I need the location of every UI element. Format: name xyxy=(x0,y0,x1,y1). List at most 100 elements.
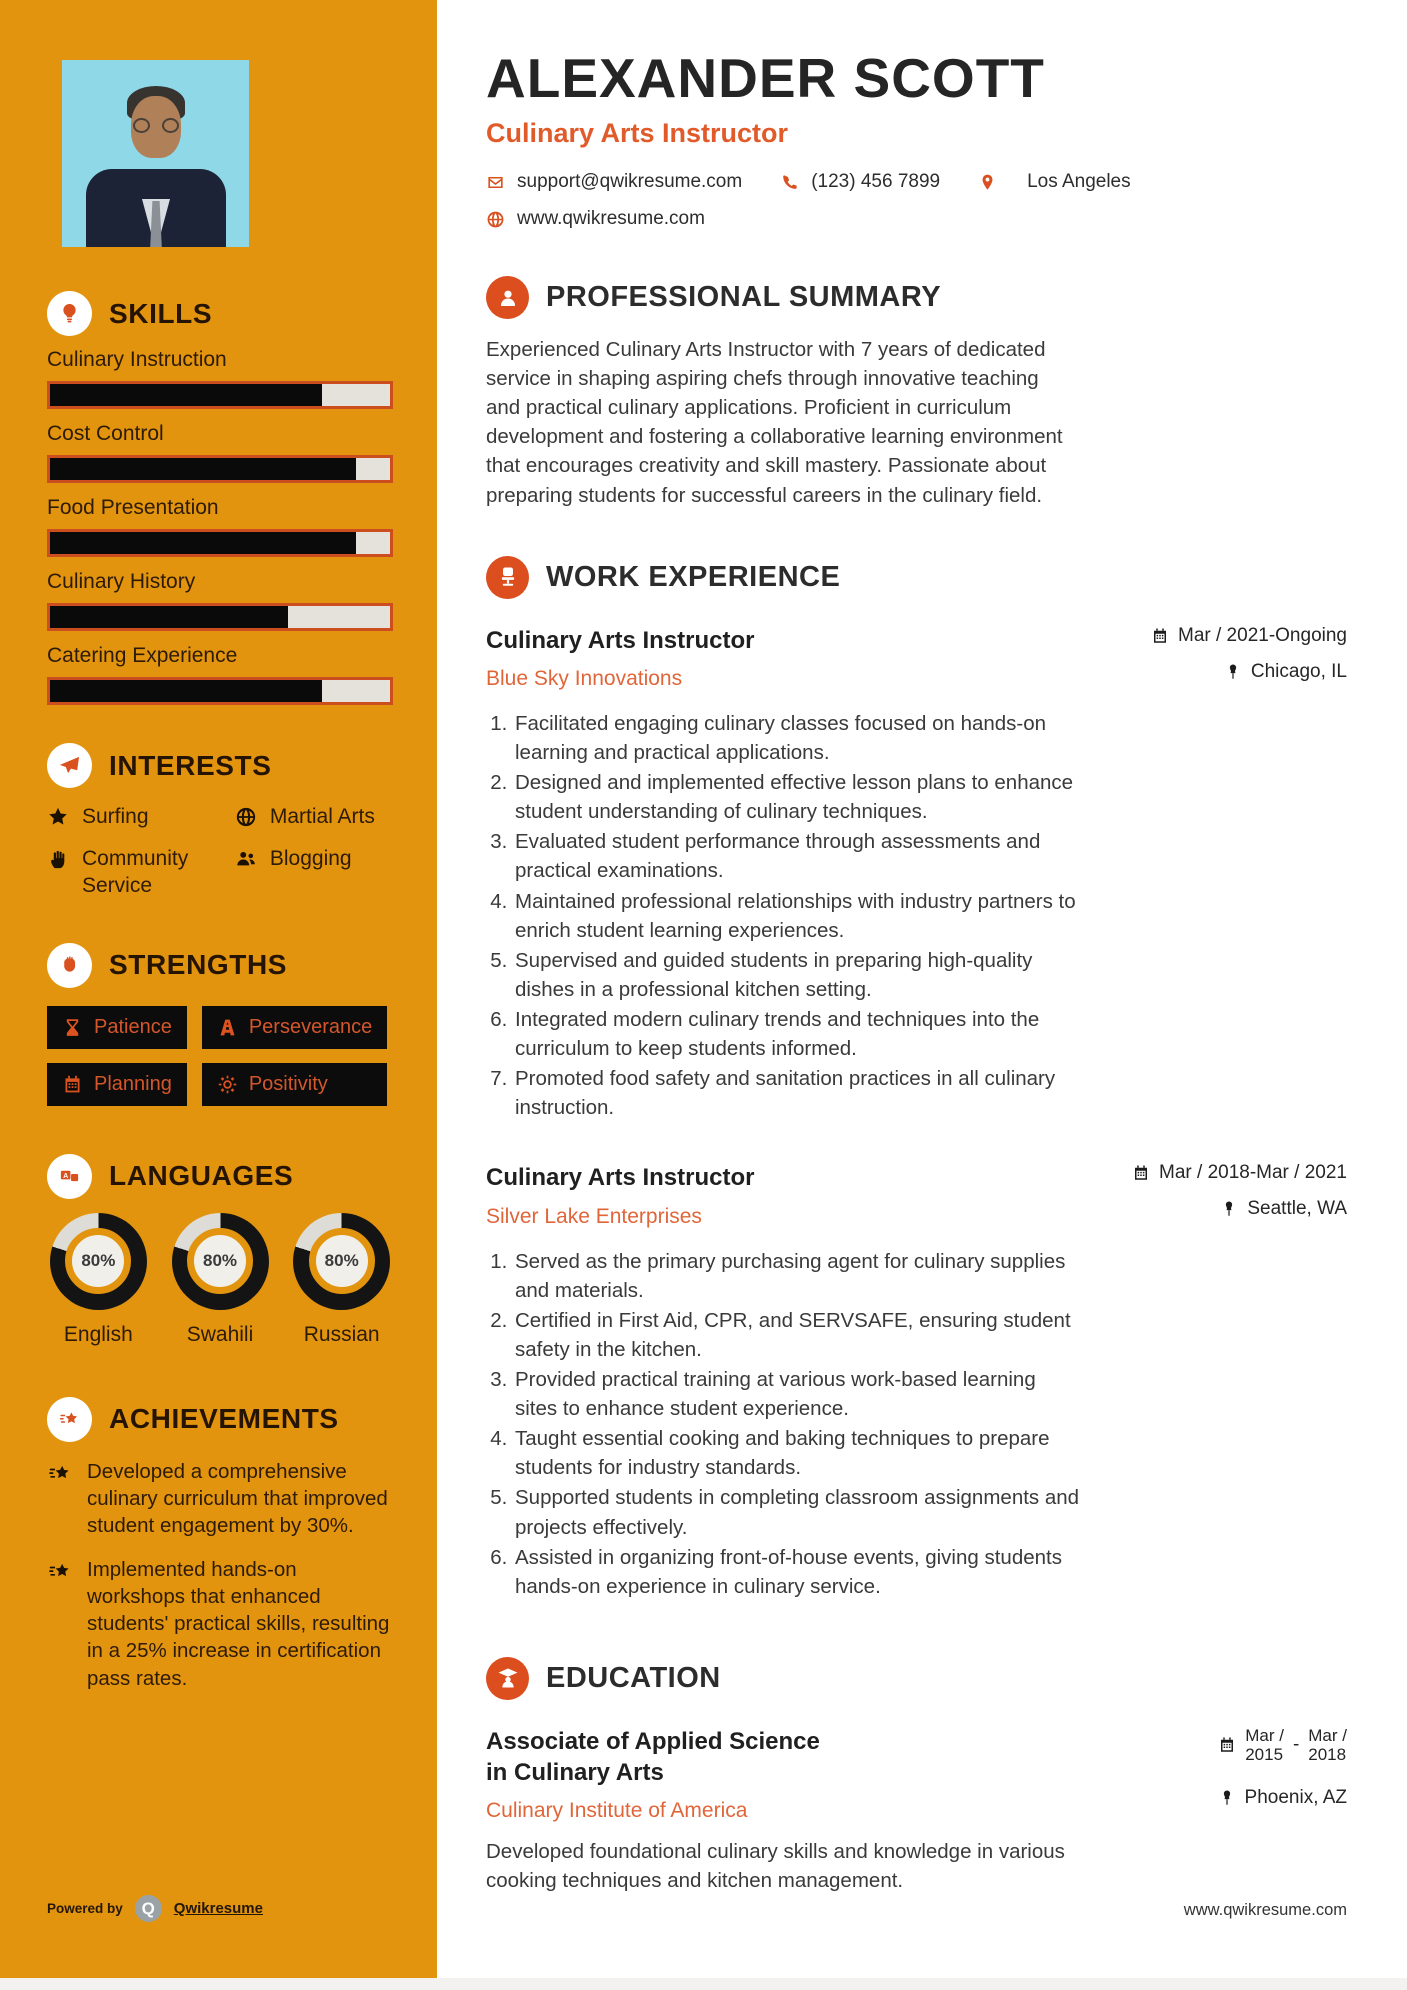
job-title: Culinary Arts Instructor xyxy=(486,626,755,654)
lightbulb-icon xyxy=(47,291,92,336)
calendar-icon xyxy=(1154,628,1166,643)
skill-bar xyxy=(47,455,393,483)
bullet: Supported students in completing classro… xyxy=(513,1483,1083,1541)
skill-bar xyxy=(47,529,393,557)
location-text: Los Angeles xyxy=(1027,171,1131,192)
star-icon xyxy=(49,807,67,825)
bullet: Integrated modern culinary trends and te… xyxy=(513,1005,1083,1063)
education-location: Phoenix, AZ xyxy=(1067,1787,1347,1809)
graduate-icon xyxy=(486,1656,529,1700)
footer-site: www.qwikresume.com xyxy=(1183,1901,1347,1919)
interest-item: Martial Arts xyxy=(235,804,393,830)
job-company: Silver Lake Enterprises xyxy=(486,1204,702,1228)
candidate-name: ALEXANDER SCOTT xyxy=(486,47,1045,109)
job-bullets: Served as the primary purchasing agent f… xyxy=(486,1247,1083,1601)
skill-bar xyxy=(47,603,393,631)
shooting-star-icon xyxy=(49,1465,69,1478)
skill-bar xyxy=(47,677,393,705)
person-icon xyxy=(486,276,529,319)
sidebar-footer: Powered by Q Qwikresume xyxy=(47,1895,263,1922)
bullet: Assisted in organizing front-of-house ev… xyxy=(513,1543,1083,1601)
summary-heading: PROFESSIONAL SUMMARY xyxy=(546,281,942,313)
skill-bar xyxy=(47,381,393,409)
bullet: Certified in First Aid, CPR, and SERVSAF… xyxy=(513,1306,1083,1364)
job-location: Chicago, IL xyxy=(1067,661,1347,683)
bullet: Promoted food safety and sanitation prac… xyxy=(513,1064,1083,1122)
svg-text:A: A xyxy=(63,1172,68,1180)
job-dates: Mar / 2018-Mar / 2021 xyxy=(1067,1162,1347,1184)
pushpin-icon xyxy=(1229,664,1237,679)
experience-section: WORK EXPERIENCE Culinary Arts Instructor… xyxy=(486,555,1347,1601)
skill-item: Culinary History xyxy=(47,570,393,631)
bullet: Served as the primary purchasing agent f… xyxy=(513,1247,1083,1305)
skill-item: Catering Experience xyxy=(47,644,393,705)
shooting-star-icon xyxy=(47,1396,92,1442)
bullet: Maintained professional relationships wi… xyxy=(513,887,1083,945)
bullet: Provided practical training at various w… xyxy=(513,1365,1083,1423)
bullet: Evaluated student performance through as… xyxy=(513,827,1083,885)
phone-icon xyxy=(780,173,799,192)
language-item: 80% Russian xyxy=(290,1212,393,1347)
education-section: EDUCATION Associate of Applied Science i… xyxy=(486,1656,1347,1896)
contact-row: support@qwikresume.com (123) 456 7899 Lo… xyxy=(486,171,1347,193)
summary-text: Experienced Culinary Arts Instructor wit… xyxy=(486,338,1063,507)
envelope-icon xyxy=(486,173,505,192)
interest-item: Blogging xyxy=(235,846,393,899)
skill-item: Cost Control xyxy=(47,422,393,483)
language-item: 80% English xyxy=(47,1212,150,1347)
education-description: Developed foundational culinary skills a… xyxy=(486,1840,1065,1893)
photo-tie xyxy=(150,201,162,247)
job-company: Blue Sky Innovations xyxy=(486,666,683,690)
hourglass-icon xyxy=(66,1018,79,1036)
interest-item: Surfing xyxy=(47,804,229,830)
main-content: ALEXANDER SCOTT Culinary Arts Instructor… xyxy=(437,0,1407,1895)
translate-icon: A xyxy=(47,1153,92,1199)
institution: Culinary Institute of America xyxy=(486,1799,748,1823)
language-donut: 80% xyxy=(293,1212,391,1310)
pushpin-icon xyxy=(1226,1201,1233,1217)
email-text[interactable]: support@qwikresume.com xyxy=(517,171,743,192)
office-chair-icon xyxy=(486,555,529,599)
calendar-icon xyxy=(1135,1165,1148,1181)
candidate-title: Culinary Arts Instructor xyxy=(486,118,789,148)
glasses-icon xyxy=(133,118,179,134)
shooting-star-icon xyxy=(49,1563,69,1576)
achievements-section: ACHIEVEMENTS Developed a comprehensive c… xyxy=(47,1396,393,1692)
interest-item: Community Service xyxy=(47,846,229,899)
pushpin-icon xyxy=(1223,1790,1230,1805)
website-text[interactable]: www.qwikresume.com xyxy=(517,208,705,229)
language-donut: 80% xyxy=(49,1212,147,1310)
strength-pill: Positivity xyxy=(201,1062,388,1106)
qwikresume-link[interactable]: Qwikresume xyxy=(173,1900,263,1917)
page-bottom-strip xyxy=(0,1978,1407,1990)
job-dates: Mar / 2021-Ongoing xyxy=(1067,625,1347,647)
education-dates: Mar / 2015 - Mar / 2018 xyxy=(1067,1726,1347,1765)
strength-pill: Patience xyxy=(47,1005,187,1049)
job-entry: Culinary Arts Instructor Silver Lake Ent… xyxy=(486,1162,1347,1601)
strength-pill: Perseverance xyxy=(201,1005,388,1049)
job-location: Seattle, WA xyxy=(1067,1198,1347,1220)
calendar-icon xyxy=(1221,1737,1234,1753)
achievement-item: Implemented hands-on workshops that enha… xyxy=(47,1556,393,1692)
fist-icon xyxy=(47,942,92,988)
map-pin-icon xyxy=(978,173,997,192)
education-heading: EDUCATION xyxy=(546,1661,721,1694)
language-item: 80% Swahili xyxy=(169,1212,272,1347)
paper-plane-icon xyxy=(47,743,92,788)
globe-icon xyxy=(236,807,256,827)
interests-section: INTERESTS Surfing Martial Arts Community… xyxy=(47,743,393,899)
degree-title: Associate of Applied Science in Culinary… xyxy=(486,1727,820,1787)
job-entry: Culinary Arts Instructor Blue Sky Innova… xyxy=(486,625,1347,1123)
calendar-icon-pill: Planning xyxy=(47,1062,187,1106)
bullet: Facilitated engaging culinary classes fo… xyxy=(513,709,1083,767)
bullet: Supervised and guided students in prepar… xyxy=(513,946,1083,1004)
skill-item: Food Presentation xyxy=(47,496,393,557)
job-bullets: Facilitated engaging culinary classes fo… xyxy=(486,709,1083,1123)
users-icon xyxy=(237,852,255,866)
education-entry: Associate of Applied Science in Culinary… xyxy=(486,1726,1347,1896)
skills-heading: SKILLS xyxy=(109,297,213,329)
calendar-icon xyxy=(65,1075,80,1093)
skills-section: SKILLS Culinary Instruction Cost Control… xyxy=(47,291,393,705)
languages-section: A LANGUAGES 80% English 80% Swahili xyxy=(47,1153,393,1347)
